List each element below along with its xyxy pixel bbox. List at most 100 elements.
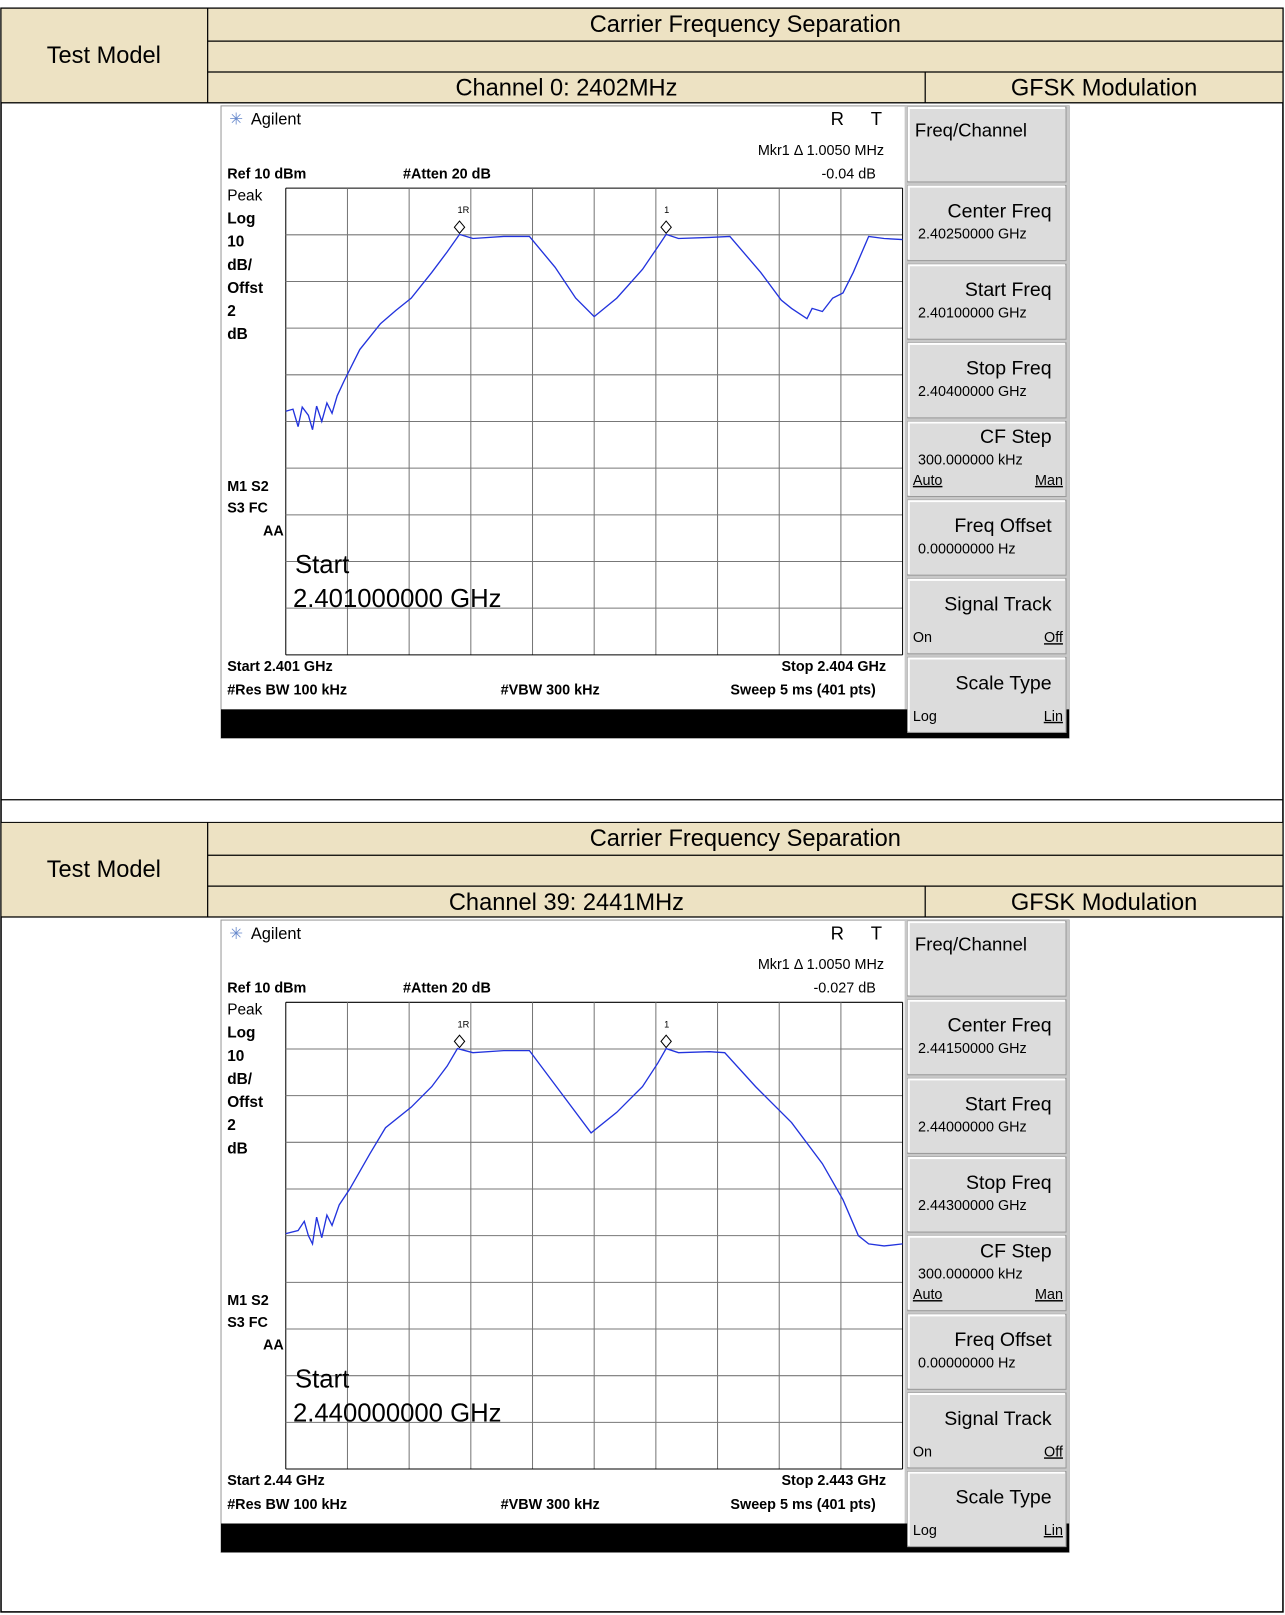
ref-level: Ref 10 dBm bbox=[227, 167, 306, 183]
vbw: #VBW 300 kHz bbox=[501, 683, 600, 699]
modulation: GFSK Modulation bbox=[1011, 890, 1197, 916]
softkey-label: CF Step bbox=[980, 426, 1052, 448]
big-label: Start bbox=[295, 551, 349, 579]
big-value: 2.440000000 GHz bbox=[293, 1399, 502, 1427]
scale-label: 10 bbox=[227, 234, 244, 251]
softkey-label: Center Freq bbox=[948, 200, 1052, 222]
softkey-option: Lin bbox=[1044, 709, 1063, 725]
softkey-label: Stop Freq bbox=[966, 358, 1052, 380]
softkey-label: Freq Offset bbox=[954, 515, 1052, 537]
scale-label: Peak bbox=[227, 187, 262, 204]
status: R bbox=[831, 922, 844, 943]
softkey-label: Start Freq bbox=[965, 1093, 1052, 1115]
flag: S3 FC bbox=[227, 1315, 268, 1331]
softkey-label: Signal Track bbox=[944, 1408, 1052, 1430]
marker-readout: Mkr1 Δ 1.0050 MHz bbox=[758, 957, 884, 973]
softkey-value: 2.44000000 GHz bbox=[918, 1120, 1027, 1136]
test-model: Test Model bbox=[47, 857, 161, 883]
marker-delta: -0.04 dB bbox=[822, 167, 876, 183]
softkey[interactable] bbox=[908, 186, 1066, 261]
page: Carrier Frequency Separation Test Model Ch… bbox=[0, 0, 1285, 1615]
softkey-option: Man bbox=[1035, 473, 1063, 489]
flag: AA bbox=[263, 523, 284, 539]
stop-freq: Stop 2.404 GHz bbox=[781, 659, 886, 675]
softkey-label: Start Freq bbox=[965, 279, 1052, 301]
scale-label: 10 bbox=[227, 1048, 244, 1065]
brand: Agilent bbox=[251, 925, 302, 943]
modulation: GFSK Modulation bbox=[1011, 76, 1197, 102]
attenuation: #Atten 20 dB bbox=[403, 167, 491, 183]
softkey[interactable] bbox=[908, 1157, 1066, 1232]
marker-readout: Mkr1 Δ 1.0050 MHz bbox=[758, 143, 884, 159]
scale-label: dB/ bbox=[227, 257, 253, 274]
scale-label: Log bbox=[227, 211, 255, 228]
header-title: Carrier Frequency Separation bbox=[590, 12, 901, 38]
softkey-value: 300.000000 kHz bbox=[918, 1267, 1023, 1283]
softkey-value: 0.00000000 Hz bbox=[918, 541, 1016, 557]
test-model: Test Model bbox=[47, 43, 161, 69]
softkey[interactable] bbox=[908, 1078, 1066, 1153]
channel: Channel 39: 2441MHz bbox=[449, 890, 684, 916]
big-label: Start bbox=[295, 1365, 349, 1393]
flag: AA bbox=[263, 1337, 284, 1353]
marker-label: 1 bbox=[664, 1019, 669, 1029]
softkey-label: Freq Offset bbox=[954, 1329, 1052, 1351]
header-title: Carrier Frequency Separation bbox=[590, 826, 901, 852]
softkey[interactable] bbox=[908, 921, 1066, 996]
softkey-value: 2.40250000 GHz bbox=[918, 227, 1027, 243]
start-freq: Start 2.401 GHz bbox=[227, 659, 332, 675]
softkey[interactable] bbox=[908, 1314, 1066, 1389]
flag: M1 S2 bbox=[227, 479, 269, 495]
scale-label: dB bbox=[227, 1140, 248, 1157]
scale-label: dB bbox=[227, 326, 248, 343]
rbw: #Res BW 100 kHz bbox=[227, 1497, 347, 1513]
channel: Channel 0: 2402MHz bbox=[455, 76, 677, 102]
softkey[interactable] bbox=[908, 107, 1066, 182]
scale-label: Offst bbox=[227, 1094, 263, 1111]
scale-label: Peak bbox=[227, 1002, 262, 1019]
softkey-label: CF Step bbox=[980, 1240, 1052, 1262]
ref-level: Ref 10 dBm bbox=[227, 981, 306, 997]
rbw: #Res BW 100 kHz bbox=[227, 683, 347, 699]
softkey-label: Freq/Channel bbox=[915, 934, 1027, 955]
softkey-label: Signal Track bbox=[944, 594, 1052, 616]
big-value: 2.401000000 GHz bbox=[293, 585, 502, 613]
softkey-option: Man bbox=[1035, 1287, 1063, 1303]
marker-label: 1R bbox=[457, 205, 469, 215]
softkey-label: Scale Type bbox=[955, 672, 1051, 694]
softkey-option: On bbox=[913, 1444, 932, 1460]
softkey-value: 2.40100000 GHz bbox=[918, 305, 1027, 321]
softkey-label: Scale Type bbox=[955, 1486, 1051, 1508]
marker-label: 1 bbox=[664, 205, 669, 215]
flag: M1 S2 bbox=[227, 1293, 269, 1309]
softkey-option: Lin bbox=[1044, 1523, 1063, 1539]
softkey-option: Auto bbox=[913, 1287, 943, 1303]
logo: ✳ bbox=[229, 925, 243, 943]
softkey-label: Stop Freq bbox=[966, 1172, 1052, 1194]
softkey-value: 2.40400000 GHz bbox=[918, 384, 1027, 400]
softkey-option: On bbox=[913, 630, 932, 646]
scale-label: Log bbox=[227, 1025, 255, 1042]
softkey-label: Center Freq bbox=[948, 1015, 1052, 1037]
softkey-value: 0.00000000 Hz bbox=[918, 1355, 1016, 1371]
scale-label: 2 bbox=[227, 303, 236, 320]
softkey[interactable] bbox=[908, 264, 1066, 339]
softkey[interactable] bbox=[908, 1000, 1066, 1075]
softkey-option: Log bbox=[913, 1523, 937, 1539]
softkey-option: Log bbox=[913, 709, 937, 725]
status: R bbox=[831, 108, 844, 129]
scale-label: 2 bbox=[227, 1117, 236, 1134]
scale-label: dB/ bbox=[227, 1071, 253, 1088]
marker-label: 1R bbox=[457, 1019, 469, 1029]
softkey-label: Freq/Channel bbox=[915, 119, 1027, 140]
flag: S3 FC bbox=[227, 501, 268, 517]
status: T bbox=[871, 922, 882, 943]
logo: ✳ bbox=[229, 111, 243, 129]
softkey-value: 2.44150000 GHz bbox=[918, 1041, 1027, 1057]
softkey[interactable] bbox=[908, 500, 1066, 575]
attenuation: #Atten 20 dB bbox=[403, 981, 491, 997]
sweep: Sweep 5 ms (401 pts) bbox=[730, 683, 876, 699]
softkey-value: 2.44300000 GHz bbox=[918, 1198, 1027, 1214]
softkey-value: 300.000000 kHz bbox=[918, 452, 1023, 468]
softkey[interactable] bbox=[908, 343, 1066, 418]
